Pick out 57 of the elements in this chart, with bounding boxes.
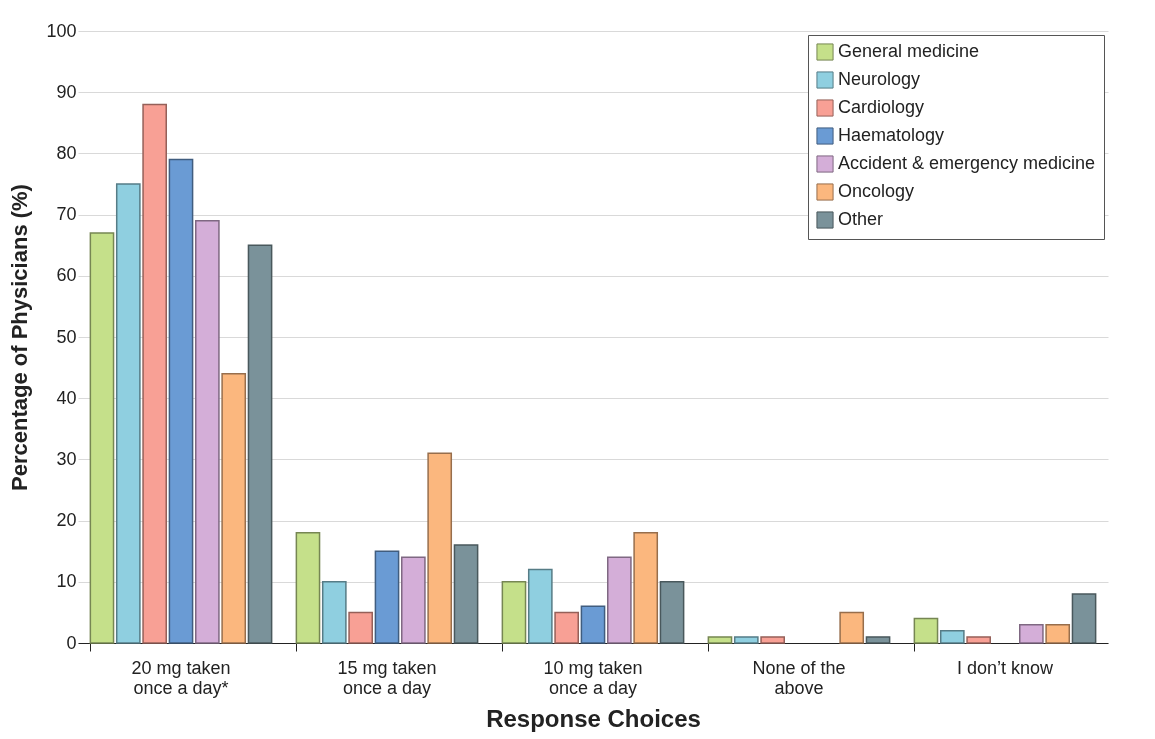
bar — [142, 103, 167, 644]
bar — [1019, 623, 1044, 644]
bar — [707, 636, 733, 644]
y-tick-label: 50 — [56, 326, 77, 347]
bar — [221, 372, 247, 644]
legend-label: Other — [838, 209, 884, 229]
bar — [659, 581, 685, 644]
y-axis-title: Percentage of Physicians (%) — [7, 184, 33, 491]
bar — [633, 532, 659, 644]
y-tick-label: 100 — [46, 20, 77, 41]
legend-label: Oncology — [838, 181, 915, 201]
y-tick-label: 40 — [56, 387, 77, 408]
x-tick-label: 10 mg taken once a day — [543, 657, 643, 698]
bar — [839, 611, 865, 644]
bar — [501, 581, 527, 644]
bar — [321, 581, 347, 644]
bar — [453, 544, 479, 644]
bar — [1045, 623, 1071, 644]
y-tick-label: 60 — [56, 265, 77, 286]
y-tick-label: 80 — [56, 142, 77, 163]
bar — [295, 532, 321, 644]
bar — [1071, 593, 1097, 644]
bar — [607, 556, 632, 644]
x-tick-label: 20 mg taken once a day* — [131, 657, 231, 698]
bar — [247, 244, 273, 644]
legend-label: Accident & emergency medicine — [838, 153, 1096, 173]
y-tick-label: 0 — [66, 632, 77, 653]
x-axis-title: Response Choices — [486, 704, 701, 732]
y-tick-label: 70 — [56, 204, 77, 225]
y-tick-label: 10 — [56, 571, 77, 592]
bar — [554, 611, 579, 644]
bar — [527, 568, 553, 644]
x-tick-label: None of the above — [752, 657, 846, 698]
bar — [115, 183, 141, 644]
bar — [89, 232, 115, 644]
bar — [913, 617, 939, 644]
legend-label: Haematology — [838, 125, 945, 145]
bar — [348, 611, 373, 644]
bar — [733, 636, 759, 644]
bar — [168, 158, 194, 644]
bar — [401, 556, 426, 644]
bar — [939, 630, 965, 644]
bar — [580, 605, 606, 644]
legend-label: General medicine — [838, 41, 980, 61]
x-tick-label: 15 mg taken once a day — [337, 657, 437, 698]
legend-label: Cardiology — [838, 97, 925, 117]
bar — [966, 636, 991, 644]
y-tick-label: 90 — [56, 81, 77, 102]
bar — [427, 452, 453, 644]
y-tick-label: 20 — [56, 510, 77, 531]
bar — [195, 219, 220, 644]
x-tick-label: I don’t know — [956, 657, 1055, 678]
y-tick-label: 30 — [56, 448, 77, 469]
legend-label: Neurology — [838, 69, 921, 89]
bar — [374, 550, 400, 644]
bar — [760, 636, 785, 644]
bar — [865, 636, 891, 644]
